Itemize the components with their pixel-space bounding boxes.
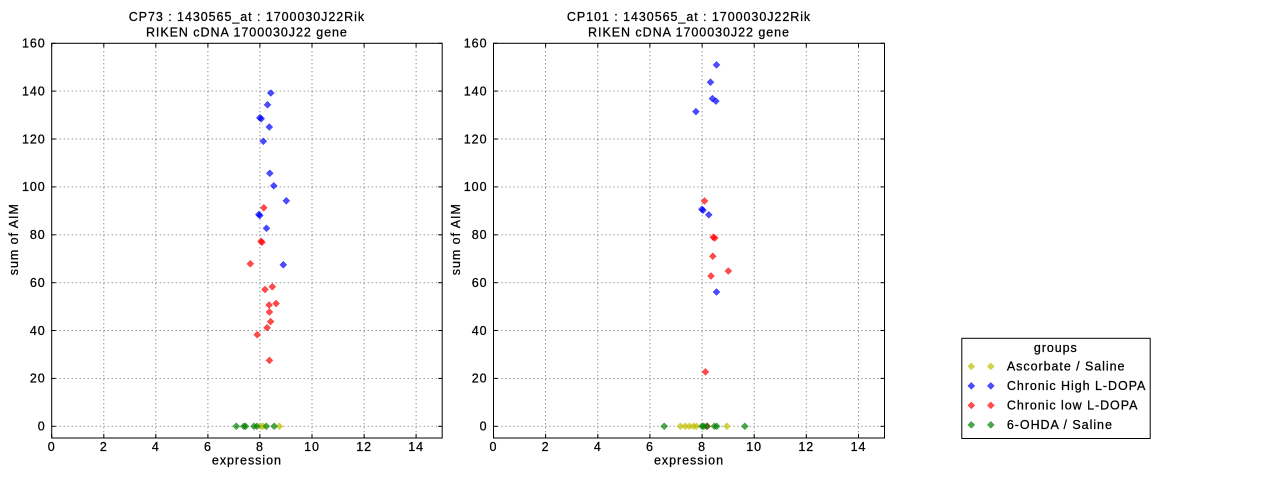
svg-text:100: 100 [22,180,46,194]
svg-text:2: 2 [542,440,550,454]
svg-text:4: 4 [152,440,160,454]
svg-text:80: 80 [30,228,46,242]
svg-text:expression: expression [654,454,724,468]
svg-text:140: 140 [22,84,46,98]
svg-text:RIKEN cDNA 1700030J22 gene: RIKEN cDNA 1700030J22 gene [588,26,790,40]
svg-text:6: 6 [646,440,654,454]
svg-text:60: 60 [472,276,488,290]
svg-text:RIKEN cDNA 1700030J22 gene: RIKEN cDNA 1700030J22 gene [146,26,348,40]
svg-text:60: 60 [30,276,46,290]
svg-text:groups: groups [1034,341,1078,355]
svg-text:80: 80 [472,228,488,242]
svg-text:6-OHDA / Saline: 6-OHDA / Saline [1007,418,1113,432]
svg-text:0: 0 [490,440,498,454]
svg-text:14: 14 [851,440,867,454]
svg-text:4: 4 [594,440,602,454]
svg-text:160: 160 [22,37,46,51]
svg-text:40: 40 [472,324,488,338]
svg-text:CP101 : 1430565_at : 1700030J2: CP101 : 1430565_at : 1700030J22Rik [567,10,811,24]
svg-text:120: 120 [22,132,46,146]
svg-text:0: 0 [480,420,488,434]
svg-text:10: 10 [304,440,320,454]
svg-text:12: 12 [356,440,372,454]
svg-text:20: 20 [30,372,46,386]
svg-text:sum of AIM: sum of AIM [7,203,21,275]
svg-text:100: 100 [464,180,488,194]
svg-text:0: 0 [48,440,56,454]
svg-text:Chronic low L-DOPA: Chronic low L-DOPA [1007,399,1139,413]
svg-text:140: 140 [464,84,488,98]
svg-text:Chronic High L-DOPA: Chronic High L-DOPA [1007,379,1146,393]
svg-text:10: 10 [746,440,762,454]
svg-text:expression: expression [212,454,282,468]
svg-text:2: 2 [100,440,108,454]
svg-text:12: 12 [798,440,814,454]
svg-text:120: 120 [464,132,488,146]
svg-text:14: 14 [408,440,424,454]
svg-text:6: 6 [204,440,212,454]
svg-text:40: 40 [30,324,46,338]
svg-text:160: 160 [464,37,488,51]
svg-text:20: 20 [472,372,488,386]
svg-text:sum of AIM: sum of AIM [449,203,463,275]
svg-text:Ascorbate / Saline: Ascorbate / Saline [1007,360,1126,374]
svg-text:0: 0 [38,420,46,434]
svg-text:8: 8 [256,440,264,454]
svg-text:8: 8 [698,440,706,454]
svg-text:CP73 : 1430565_at : 1700030J22: CP73 : 1430565_at : 1700030J22Rik [129,10,365,24]
